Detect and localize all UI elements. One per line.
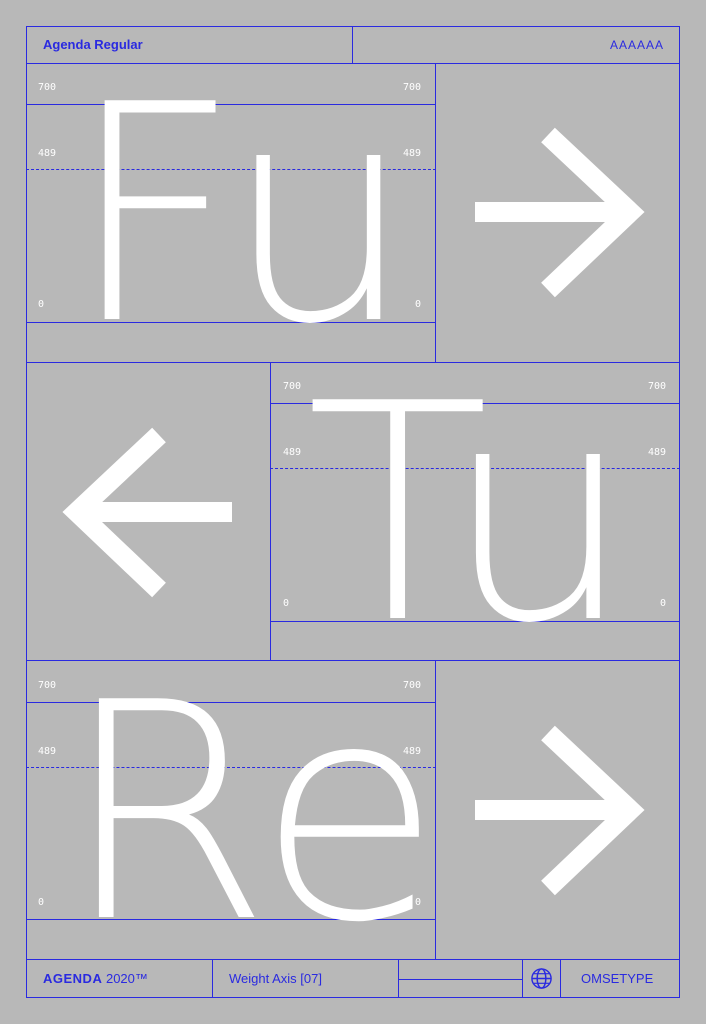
row1-xheight-label-left: 489 — [38, 148, 57, 159]
row1-baseline-label-left: 0 — [38, 299, 45, 310]
globe-icon — [531, 968, 552, 989]
arrow-left-icon — [62, 427, 232, 598]
row-divider-2 — [26, 660, 680, 661]
footer-separator-1 — [212, 959, 213, 998]
row3-baseline-label-left: 0 — [38, 897, 45, 908]
row1-top-label-left: 700 — [38, 82, 57, 93]
arrow-right-icon — [475, 725, 645, 896]
row2-top-label-left: 700 — [283, 381, 302, 392]
arrow-right-icon — [475, 127, 645, 298]
row3-xheight-line — [26, 767, 436, 768]
sample-glyphs: AAAAAA — [609, 38, 664, 52]
footer-separator-4 — [560, 959, 561, 998]
footer-divider — [26, 959, 680, 960]
row2-baseline-label-right: 0 — [660, 598, 667, 609]
weight-axis-label: Weight Axis [07] — [229, 971, 322, 986]
row-divider-1 — [26, 362, 680, 363]
row3-top-label-right: 700 — [403, 680, 422, 691]
row1-top-label-right: 700 — [403, 82, 422, 93]
row3-ascender-line — [26, 702, 436, 703]
poster-frame — [26, 26, 680, 998]
font-name-title: Agenda Regular — [43, 37, 143, 52]
row3-xheight-label-right: 489 — [403, 746, 422, 757]
row3-xheight-label-left: 489 — [38, 746, 57, 757]
row1-specimen-glyphs: Fu — [68, 41, 415, 390]
row1-xheight-line — [26, 169, 436, 170]
row3-top-label-left: 700 — [38, 680, 57, 691]
row2-baseline — [270, 621, 680, 622]
row2-specimen-glyphs: Tu — [306, 340, 634, 689]
row2-xheight-label-right: 489 — [648, 447, 667, 458]
row2-ascender-line — [270, 403, 680, 404]
row1-baseline-label-right: 0 — [415, 299, 422, 310]
row2-xheight-label-left: 489 — [283, 447, 302, 458]
row3-specimen-glyphs: Re — [62, 639, 442, 988]
row1-xheight-label-right: 489 — [403, 148, 422, 159]
header-divider — [26, 63, 680, 64]
footer-brand: AGENDA 2020™ — [43, 971, 148, 986]
brand-year: 2020™ — [105, 971, 148, 986]
row3-baseline — [26, 919, 436, 920]
footer-separator-2 — [398, 959, 399, 998]
row1-column-divider — [435, 63, 436, 363]
row2-baseline-label-left: 0 — [283, 598, 290, 609]
footer-inner-rule — [398, 979, 523, 980]
row2-column-divider — [270, 362, 271, 661]
row3-baseline-label-right: 0 — [415, 897, 422, 908]
row3-column-divider — [435, 660, 436, 960]
row1-ascender-line — [26, 104, 436, 105]
row1-baseline — [26, 322, 436, 323]
foundry-name: OMSETYPE — [581, 971, 654, 986]
row2-xheight-line — [270, 468, 680, 469]
header-separator — [352, 26, 353, 64]
row2-top-label-right: 700 — [648, 381, 667, 392]
footer-separator-3 — [522, 959, 523, 998]
brand-name: AGENDA — [43, 971, 103, 986]
